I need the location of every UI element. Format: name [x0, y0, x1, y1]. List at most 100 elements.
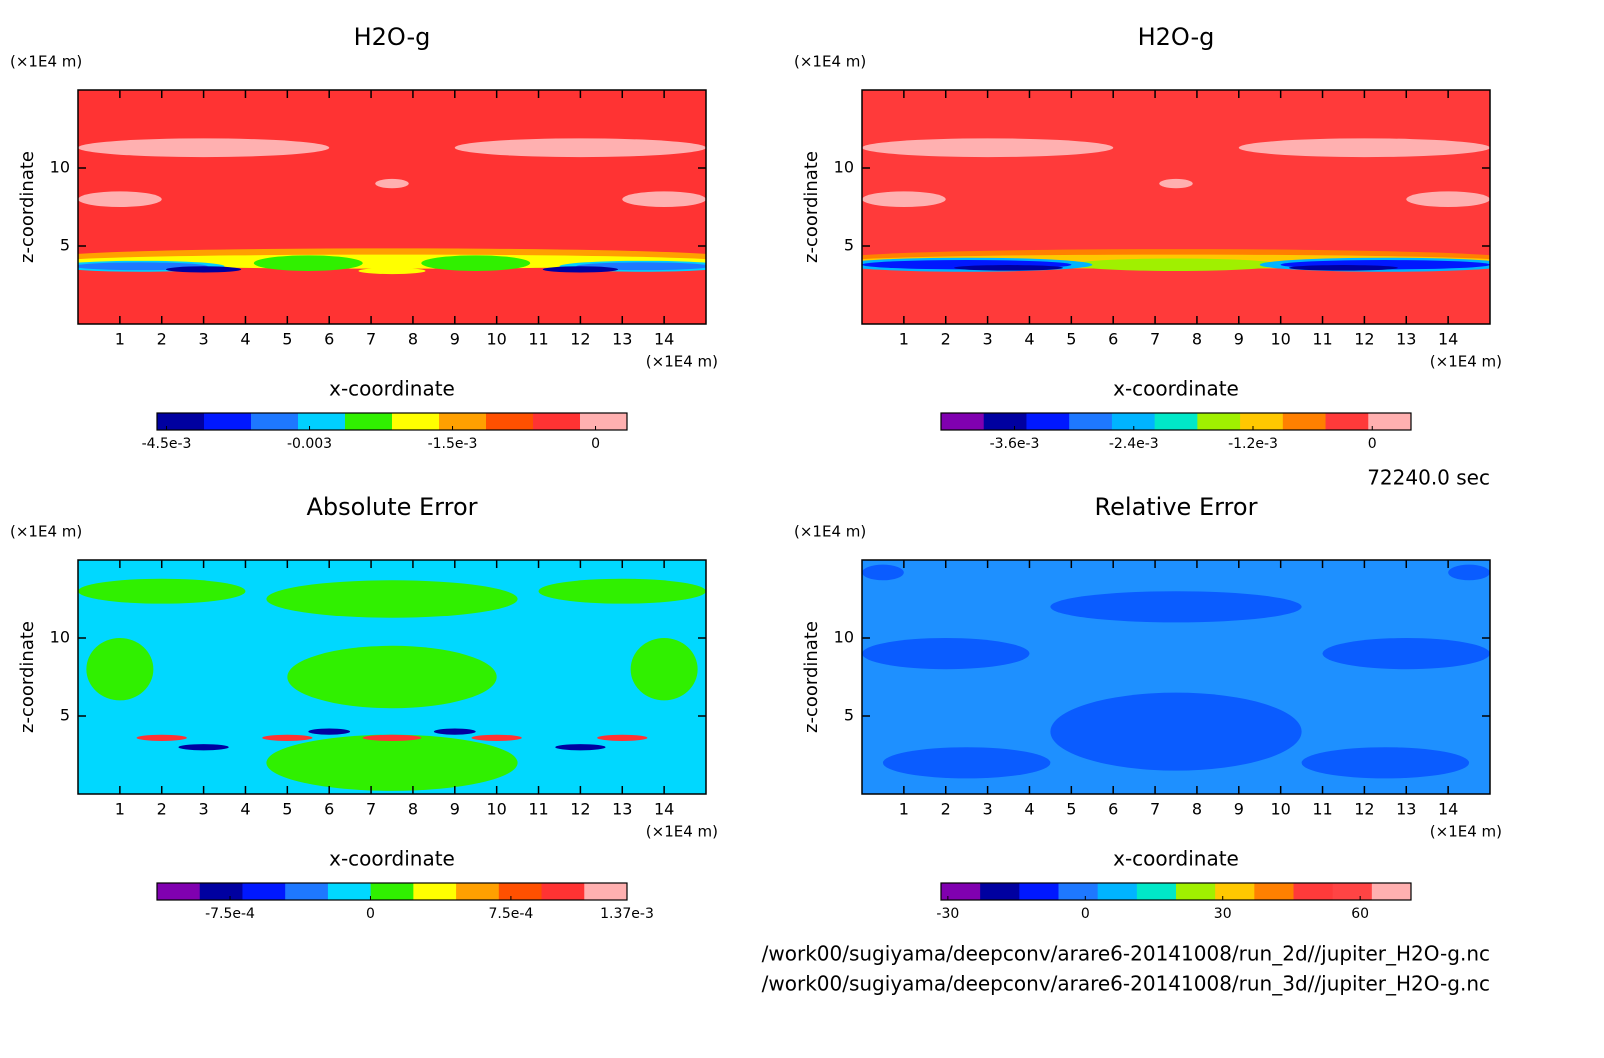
x-tick-label: 9	[1234, 330, 1244, 349]
x-tick-label: 1	[899, 330, 909, 349]
colorbar-segment	[327, 883, 372, 900]
x-tick-label: 4	[240, 330, 250, 349]
colorbar-tick-label: 7.5e-4	[488, 906, 533, 922]
colorbar-segment	[242, 883, 286, 900]
plot-frame	[77, 559, 707, 795]
x-tick-label: 6	[1108, 330, 1118, 349]
y-tick-label: 5	[844, 236, 854, 255]
contour-region	[421, 255, 531, 271]
contour-region	[882, 747, 1051, 779]
x-tick-label: 10	[486, 800, 506, 819]
y-tick-label: 5	[60, 236, 70, 255]
x-tick-label: 6	[324, 330, 334, 349]
x-unit: (×1E4 m)	[646, 823, 718, 841]
colorbar-tick-label: -3.6e-3	[990, 436, 1040, 452]
x-unit: (×1E4 m)	[1430, 823, 1502, 841]
y-tick-label: 10	[834, 628, 854, 647]
y-axis-label: z-coordinate	[801, 621, 822, 733]
colorbar-segment	[285, 883, 329, 900]
x-tick-label: 11	[1312, 330, 1332, 349]
y-axis-label: z-coordinate	[17, 621, 38, 733]
colorbar-segment	[1019, 883, 1059, 900]
contour-region	[471, 734, 522, 741]
x-tick-label: 9	[1234, 800, 1244, 819]
y-unit: (×1E4 m)	[794, 523, 866, 541]
x-axis-label: x-coordinate	[1113, 847, 1239, 871]
colorbar-segment	[1282, 413, 1327, 430]
colorbar-segment	[298, 413, 346, 430]
contour-region	[375, 178, 409, 189]
x-tick-label: 3	[199, 330, 209, 349]
colorbar-segment	[1325, 413, 1369, 430]
contour-region	[454, 138, 706, 158]
x-tick-label: 2	[157, 800, 167, 819]
contour-region	[136, 734, 187, 741]
x-tick-label: 8	[408, 330, 418, 349]
colorbar-tick-label: -1.2e-3	[1228, 436, 1278, 452]
colorbar-segment	[1332, 883, 1373, 900]
colorbar-tick-label: -2.4e-3	[1109, 436, 1159, 452]
x-tick-label: 11	[1312, 800, 1332, 819]
chart-title: Absolute Error	[306, 493, 477, 521]
x-tick-label: 3	[983, 800, 993, 819]
x-unit: (×1E4 m)	[1430, 353, 1502, 371]
panel: Relative Error (×1E4 m) z-coordinate (×1E4 …	[794, 493, 1502, 922]
contour-region	[555, 744, 606, 751]
y-unit: (×1E4 m)	[10, 53, 82, 71]
x-tick-label: 7	[1150, 800, 1160, 819]
contour-region	[358, 267, 426, 275]
contour-region	[597, 734, 648, 741]
y-axis-label: z-coordinate	[17, 151, 38, 263]
contour-region	[542, 266, 619, 273]
contour-region	[78, 191, 162, 207]
contour-region	[1448, 564, 1490, 581]
contour-region	[1050, 692, 1302, 771]
x-tick-label: 6	[324, 800, 334, 819]
x-tick-label: 4	[1024, 800, 1034, 819]
colorbar-tick-label: 1.37e-3	[600, 906, 654, 922]
colorbar-segment	[1097, 883, 1138, 900]
x-tick-label: 12	[570, 800, 590, 819]
x-axis-label: x-coordinate	[329, 847, 455, 871]
x-tick-label: 14	[1438, 330, 1458, 349]
colorbar-segment	[1293, 883, 1334, 900]
colorbar-segment	[1136, 883, 1177, 900]
colorbar-segment	[983, 413, 1027, 430]
x-tick-label: 1	[115, 800, 125, 819]
y-tick-label: 10	[834, 158, 854, 177]
x-tick-label: 6	[1108, 800, 1118, 819]
x-tick-label: 11	[528, 800, 548, 819]
x-tick-label: 9	[450, 800, 460, 819]
colorbar-segment	[204, 413, 252, 430]
chart-title: H2O-g	[354, 23, 431, 51]
contour-field	[78, 560, 706, 794]
colorbar-segment	[1240, 413, 1284, 430]
contour-region	[1159, 178, 1193, 189]
colorbar-segment	[439, 413, 487, 430]
field-background	[862, 90, 1490, 324]
contour-region	[78, 578, 246, 604]
x-tick-label: 14	[654, 800, 674, 819]
colorbar-tick-label: 30	[1214, 906, 1232, 922]
contour-region	[266, 734, 518, 791]
contour-region	[954, 265, 1063, 271]
x-tick-label: 14	[654, 330, 674, 349]
x-tick-label: 7	[366, 330, 376, 349]
x-tick-label: 1	[899, 800, 909, 819]
colorbar-segment	[941, 413, 985, 430]
colorbar-tick-label: 0	[366, 906, 375, 922]
colorbar-segment	[541, 883, 585, 900]
x-tick-label: 2	[157, 330, 167, 349]
contour-field	[862, 90, 1490, 324]
x-tick-label: 8	[408, 800, 418, 819]
colorbar-tick-label: 0	[591, 436, 600, 452]
contour-region	[1238, 138, 1490, 158]
chart-title: H2O-g	[1138, 23, 1215, 51]
contour-region	[362, 734, 422, 741]
chart-title: Relative Error	[1095, 493, 1258, 521]
x-tick-label: 11	[528, 330, 548, 349]
colorbar-segment	[1069, 413, 1113, 430]
colorbar-segment	[456, 883, 500, 900]
x-tick-label: 12	[1354, 800, 1374, 819]
colorbar-tick-label: -1.5e-3	[428, 436, 478, 452]
